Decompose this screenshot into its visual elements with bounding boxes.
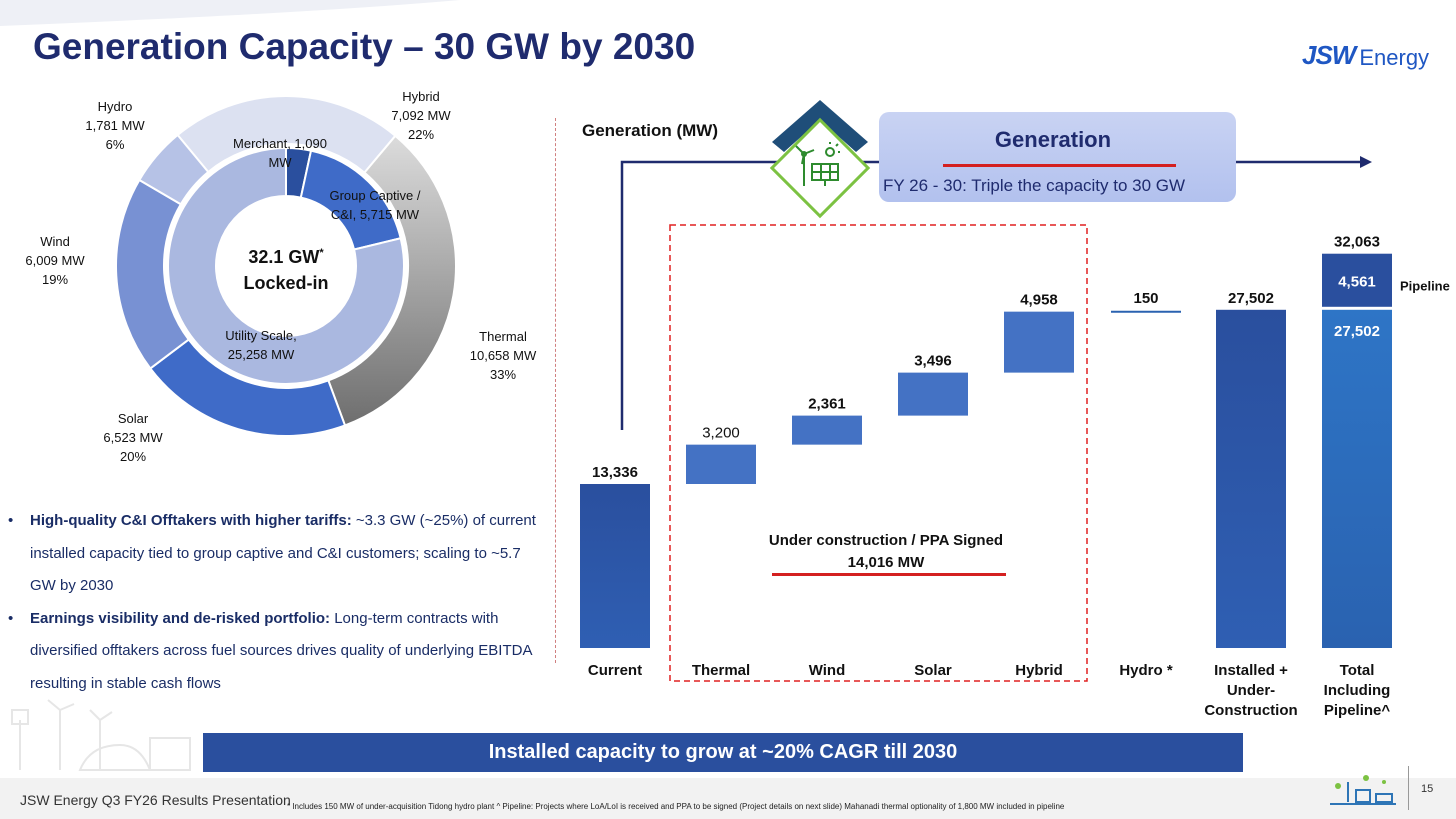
bar-value-label: 3,496 (914, 353, 952, 370)
bullet-dot-icon: • (8, 512, 14, 529)
axis-arrowhead-icon (1360, 156, 1372, 168)
capacity-donut-chart (115, 95, 457, 437)
total-base-label: 27,502 (1334, 323, 1380, 340)
footer-sustainability-icon (1330, 775, 1396, 805)
bullet-item: • Earnings visibility and de-risked port… (8, 603, 548, 701)
category-label: Under- (1227, 682, 1275, 699)
page-number-separator (1408, 766, 1409, 810)
generation-callout-box (879, 112, 1236, 202)
bar-value-label: 3,200 (702, 425, 740, 442)
category-label: Solar (914, 662, 952, 679)
bullet-text: High-quality C&I Offtakers with higher t… (30, 512, 536, 594)
donut-slice-thermal (327, 134, 457, 427)
bar-value-label: 27,502 (1228, 290, 1274, 307)
category-label: Installed + (1214, 662, 1288, 679)
bar-value-label: 2,361 (808, 396, 846, 413)
pipeline-legend-label: Pipeline (1400, 279, 1450, 294)
page-title: Generation Capacity – 30 GW by 2030 (33, 26, 696, 67)
bullet-item: • High-quality C&I Offtakers with higher… (8, 505, 548, 603)
bar-value-label: 4,958 (1020, 292, 1058, 309)
donut-label-solar: Solar 6,523 MW 20% (103, 411, 163, 464)
category-label: Including (1324, 682, 1391, 699)
chart-y-title: Generation (MW) (582, 121, 718, 140)
solar-wind-icon (769, 100, 871, 219)
generation-callout-subtitle: FY 26 - 30: Triple the capacity to 30 GW (883, 176, 1186, 195)
bracket-value: 14,016 MW (848, 554, 926, 571)
key-points-list: • High-quality C&I Offtakers with higher… (8, 505, 548, 700)
under-construction-bracket (669, 224, 1088, 682)
bullet-text: Earnings visibility and de-risked portfo… (30, 609, 532, 692)
page-number: 15 (1421, 783, 1434, 795)
bar-value-label: 13,336 (592, 464, 638, 481)
category-label: Hybrid (1015, 662, 1063, 679)
pipeline-bar (1322, 253, 1392, 307)
footer-presentation-title: JSW Energy Q3 FY26 Results Presentation (20, 792, 291, 808)
bullet-dot-icon: • (8, 609, 14, 627)
donut-label-group-captive: Group Captive / C&I, 5,715 MW (329, 188, 421, 222)
jsw-energy-logo: JSW Energy (1302, 40, 1429, 71)
category-label: Hydro * (1119, 662, 1173, 679)
pipeline-value-label: 4,561 (1338, 274, 1376, 291)
waterfall-bar (580, 484, 650, 648)
section-divider (555, 118, 556, 663)
donut-label-utility: Utility Scale, 25,258 MW (225, 328, 297, 362)
bracket-label: Under construction / PPA Signed (769, 532, 1003, 549)
donut-label-wind: Wind 6,009 MW 19% (25, 234, 85, 287)
donut-slice-hydro (138, 133, 210, 206)
category-label: Wind (809, 662, 846, 679)
donut-label-hydro: Hydro 1,781 MW 6% (85, 99, 145, 152)
bracket-underline (772, 573, 1006, 576)
waterfall-bar (1322, 309, 1392, 648)
category-label: Total (1340, 662, 1375, 679)
city-illustration (11, 699, 191, 771)
category-label: Pipeline^ (1324, 702, 1391, 719)
waterfall-bar (1216, 309, 1286, 648)
bar-value-label: 32,063 (1334, 234, 1380, 251)
generation-waterfall-chart: Generation (MW) Under construction / PPA … (580, 121, 1450, 719)
logo-word: Energy (1359, 45, 1430, 70)
category-label: Thermal (692, 662, 750, 679)
donut-slice-utility (167, 146, 405, 385)
logo-mark: JSW (1302, 40, 1356, 70)
donut-label-thermal: Thermal 10,658 MW 33% (469, 329, 537, 382)
footer-footnote: * Includes 150 MW of under-acquisition T… (287, 802, 1065, 811)
bar-value-label: 150 (1133, 290, 1158, 307)
footer-bar (0, 778, 1456, 819)
generation-callout-title: Generation (994, 127, 1112, 152)
donut-label-merchant: Merchant, 1,090 MW (233, 136, 327, 170)
category-label: Current (588, 662, 642, 679)
generation-callout-underline (943, 164, 1176, 167)
waterfall-bar (792, 415, 862, 445)
category-label: Construction (1204, 702, 1297, 719)
waterfall-bar (1004, 311, 1074, 373)
waterfall-bar (898, 372, 968, 416)
cagr-banner: Installed capacity to grow at ~20% CAGR … (203, 733, 1243, 772)
waterfall-bar (686, 444, 756, 484)
donut-center-label: 32.1 GW* Locked-in (243, 247, 329, 293)
header-swoosh (0, 0, 460, 26)
donut-label-hybrid: Hybrid 7,092 MW 22% (391, 89, 451, 142)
